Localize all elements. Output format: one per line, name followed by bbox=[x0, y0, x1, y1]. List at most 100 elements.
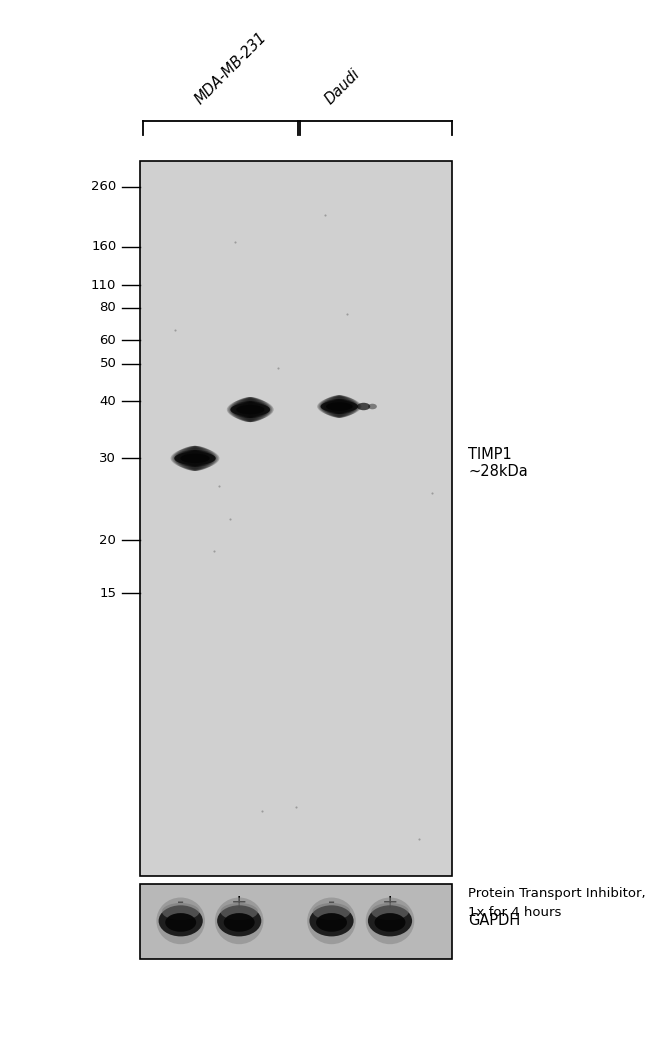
Ellipse shape bbox=[313, 903, 350, 920]
Ellipse shape bbox=[324, 399, 354, 414]
Ellipse shape bbox=[172, 450, 218, 467]
Ellipse shape bbox=[233, 397, 268, 422]
Ellipse shape bbox=[217, 905, 261, 936]
Ellipse shape bbox=[374, 914, 406, 931]
Text: -: - bbox=[177, 893, 184, 912]
Ellipse shape bbox=[233, 401, 268, 418]
Text: +: + bbox=[382, 893, 398, 912]
Ellipse shape bbox=[236, 397, 265, 422]
Ellipse shape bbox=[243, 397, 257, 422]
Ellipse shape bbox=[165, 914, 196, 931]
Text: 15: 15 bbox=[99, 587, 116, 599]
Ellipse shape bbox=[323, 399, 356, 414]
Text: -: - bbox=[328, 893, 335, 912]
Text: 40: 40 bbox=[99, 395, 116, 408]
Text: +: + bbox=[231, 893, 248, 912]
Ellipse shape bbox=[357, 402, 370, 411]
Ellipse shape bbox=[239, 397, 262, 422]
Ellipse shape bbox=[316, 914, 347, 931]
Ellipse shape bbox=[180, 450, 210, 467]
Ellipse shape bbox=[242, 397, 259, 422]
Ellipse shape bbox=[220, 903, 258, 920]
Ellipse shape bbox=[177, 446, 213, 471]
Text: 30: 30 bbox=[99, 452, 116, 465]
Ellipse shape bbox=[162, 903, 200, 920]
Text: Protein Transport Inhibitor,: Protein Transport Inhibitor, bbox=[468, 888, 645, 900]
Ellipse shape bbox=[230, 401, 270, 418]
Ellipse shape bbox=[170, 450, 220, 467]
Ellipse shape bbox=[323, 395, 356, 418]
Ellipse shape bbox=[181, 453, 209, 463]
Ellipse shape bbox=[332, 395, 347, 418]
Ellipse shape bbox=[181, 446, 209, 471]
Ellipse shape bbox=[326, 395, 352, 418]
Ellipse shape bbox=[215, 897, 263, 944]
Text: 20: 20 bbox=[99, 534, 116, 546]
Ellipse shape bbox=[188, 446, 202, 471]
Text: 80: 80 bbox=[99, 302, 116, 314]
Ellipse shape bbox=[227, 399, 274, 420]
Ellipse shape bbox=[230, 402, 270, 416]
Ellipse shape bbox=[236, 401, 265, 418]
Ellipse shape bbox=[241, 397, 259, 422]
Ellipse shape bbox=[234, 397, 266, 422]
Ellipse shape bbox=[181, 450, 209, 467]
Ellipse shape bbox=[230, 397, 270, 422]
Ellipse shape bbox=[236, 404, 265, 415]
Ellipse shape bbox=[317, 397, 361, 416]
Text: Daudi: Daudi bbox=[322, 66, 363, 107]
Ellipse shape bbox=[326, 399, 353, 414]
Text: 160: 160 bbox=[91, 241, 116, 253]
Ellipse shape bbox=[224, 914, 255, 931]
Text: 1x for 4 hours: 1x for 4 hours bbox=[468, 906, 562, 919]
Ellipse shape bbox=[237, 401, 263, 418]
Ellipse shape bbox=[334, 395, 345, 418]
Ellipse shape bbox=[178, 446, 212, 471]
Ellipse shape bbox=[371, 903, 409, 920]
Ellipse shape bbox=[325, 395, 354, 418]
Ellipse shape bbox=[320, 399, 359, 414]
Ellipse shape bbox=[366, 897, 414, 944]
Ellipse shape bbox=[309, 905, 354, 936]
Ellipse shape bbox=[228, 401, 272, 418]
Bar bbox=[140, 161, 452, 876]
Ellipse shape bbox=[246, 397, 255, 422]
Ellipse shape bbox=[327, 395, 352, 418]
Ellipse shape bbox=[324, 395, 355, 418]
Text: GAPDH: GAPDH bbox=[468, 914, 520, 928]
Text: TIMP1: TIMP1 bbox=[468, 447, 512, 461]
Ellipse shape bbox=[174, 446, 216, 470]
Ellipse shape bbox=[176, 450, 214, 467]
Ellipse shape bbox=[327, 399, 352, 414]
Ellipse shape bbox=[235, 397, 265, 422]
Ellipse shape bbox=[187, 446, 203, 471]
Ellipse shape bbox=[228, 398, 272, 421]
Ellipse shape bbox=[319, 396, 359, 417]
Ellipse shape bbox=[320, 396, 358, 417]
Ellipse shape bbox=[184, 446, 206, 471]
Ellipse shape bbox=[317, 399, 361, 414]
Text: ~28kDa: ~28kDa bbox=[468, 465, 528, 479]
Text: 260: 260 bbox=[91, 180, 116, 193]
Ellipse shape bbox=[330, 395, 349, 418]
Ellipse shape bbox=[185, 446, 205, 471]
Ellipse shape bbox=[189, 446, 201, 471]
Ellipse shape bbox=[179, 446, 211, 471]
Ellipse shape bbox=[183, 446, 207, 471]
Bar bbox=[140, 884, 452, 959]
Ellipse shape bbox=[322, 395, 357, 418]
Ellipse shape bbox=[333, 395, 346, 418]
Ellipse shape bbox=[318, 399, 360, 414]
Ellipse shape bbox=[157, 897, 205, 944]
Ellipse shape bbox=[159, 905, 203, 936]
Ellipse shape bbox=[235, 401, 266, 418]
Ellipse shape bbox=[320, 400, 358, 413]
Ellipse shape bbox=[240, 397, 261, 422]
Ellipse shape bbox=[237, 397, 263, 422]
Ellipse shape bbox=[368, 905, 412, 936]
Text: 110: 110 bbox=[91, 279, 116, 291]
Ellipse shape bbox=[174, 451, 216, 465]
Ellipse shape bbox=[307, 897, 356, 944]
Text: 60: 60 bbox=[99, 334, 116, 346]
Ellipse shape bbox=[326, 402, 352, 411]
